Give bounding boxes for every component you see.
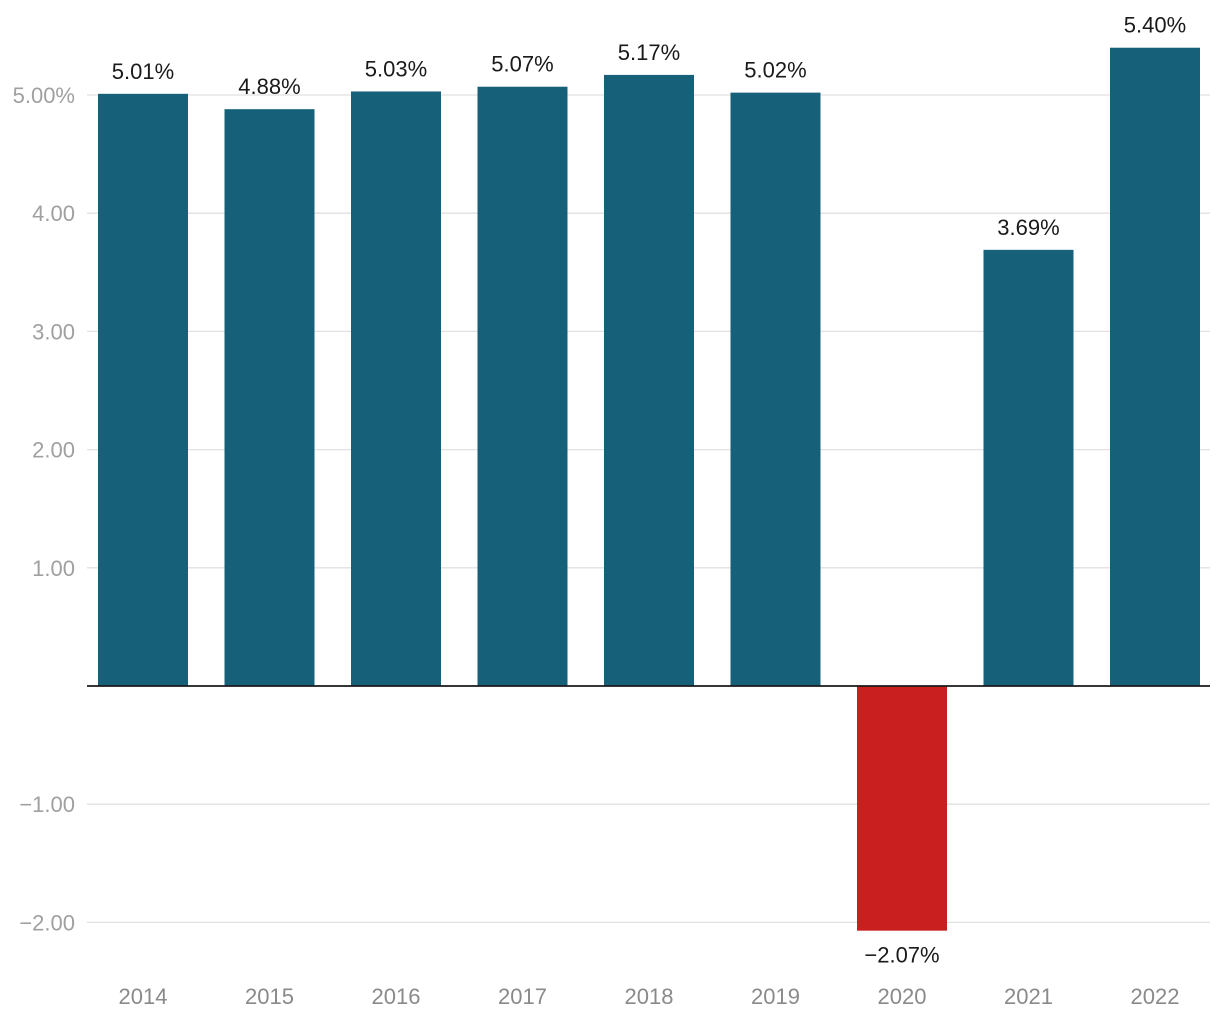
x-tick-label-2015: 2015 [245,984,294,1009]
y-tick-label: 3.00 [32,319,75,344]
y-tick-label: 4.00 [32,201,75,226]
data-labels: 5.01% 4.88% 5.03% 5.07% 5.17% 5.02% −2.07% 3.69… [112,13,1186,968]
data-label-2018: 5.17% [618,40,680,65]
data-label-2014: 5.01% [112,59,174,84]
y-tick-label: 5.00% [13,83,75,108]
data-label-2019: 5.02% [744,58,806,83]
bars [98,47,1200,931]
x-tick-label-2020: 2020 [878,984,927,1009]
bar-2014[interactable] [98,93,188,687]
bar-2018[interactable] [604,74,694,686]
data-label-2017: 5.07% [491,52,553,77]
data-label-2016: 5.03% [365,56,427,81]
bar-2017[interactable] [477,86,568,686]
x-axis-tick-labels: 2014 2015 2016 2017 2018 2019 2020 2021 2022 [119,984,1180,1009]
bar-2015[interactable] [224,109,315,686]
x-tick-label-2014: 2014 [119,984,168,1009]
x-tick-label-2016: 2016 [372,984,421,1009]
data-label-2020: −2.07% [864,943,939,968]
x-tick-label-2018: 2018 [625,984,674,1009]
bar-2022[interactable] [1110,47,1200,687]
data-label-2021: 3.69% [997,215,1059,240]
bar-2021[interactable] [983,249,1074,687]
x-tick-label-2019: 2019 [751,984,800,1009]
y-axis-tick-labels: −2.00 −1.00 1.00 2.00 3.00 4.00 5.00% [13,83,75,935]
y-tick-label: 2.00 [32,438,75,463]
x-tick-label-2022: 2022 [1131,984,1180,1009]
data-label-2015: 4.88% [238,74,300,99]
x-tick-label-2021: 2021 [1004,984,1053,1009]
bar-2016[interactable] [351,91,441,687]
bar-2019[interactable] [730,92,821,687]
data-label-2022: 5.40% [1124,13,1186,38]
y-tick-label: −2.00 [19,910,75,935]
y-tick-label: −1.00 [19,792,75,817]
x-tick-label-2017: 2017 [498,984,547,1009]
bar-2020[interactable] [857,686,947,931]
y-tick-label: 1.00 [32,556,75,581]
